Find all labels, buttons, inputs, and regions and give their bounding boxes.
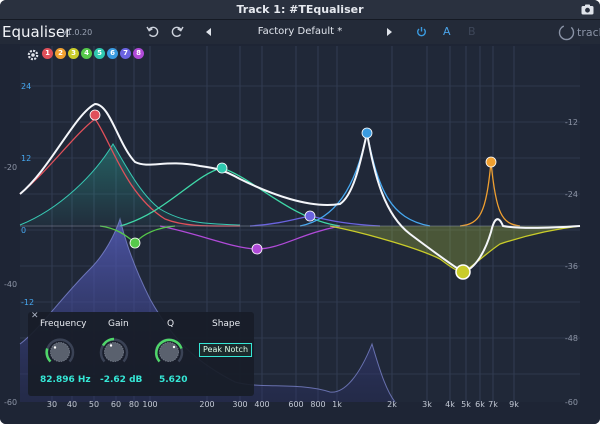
gear-icon[interactable] (26, 48, 40, 62)
gain-axis-label: -12 (21, 298, 34, 307)
frequency-axis-label: 400 (254, 400, 269, 409)
gain-axis-label: 12 (21, 154, 31, 163)
axis-labels: 24 12 0 -12 -20 -40 -60 -12 -24 -36 -48 -60 30 40 50 60… (4, 82, 578, 409)
preset-prev-icon[interactable] (205, 28, 212, 36)
frequency-axis-label: 200 (199, 400, 214, 409)
plugin-name: Equaliser (2, 23, 72, 41)
close-icon[interactable]: ✕ (31, 311, 39, 321)
redo-icon[interactable] (171, 25, 184, 38)
band-selector-6[interactable]: 6 (107, 48, 118, 59)
frequency-axis-label: 600 (288, 400, 303, 409)
frequency-axis-label: 30 (47, 400, 57, 409)
spectrum-axis-label: -60 (4, 398, 17, 407)
band-3-fill (330, 226, 580, 272)
frequency-axis-label: 100 (142, 400, 157, 409)
frequency-axis-label: 4k (445, 400, 455, 409)
power-icon[interactable] (416, 26, 427, 37)
preset-next-icon[interactable] (386, 28, 393, 36)
shape-select[interactable]: Peak Notch (199, 343, 253, 357)
frequency-axis-label: 2k (387, 400, 397, 409)
spectrum-axis-label: -20 (4, 163, 17, 172)
band-selector-8[interactable]: 8 (133, 48, 144, 59)
spectrum-axis-label: -40 (4, 280, 17, 289)
frequency-axis-label: 60 (111, 400, 121, 409)
q-label: Q (167, 319, 175, 329)
ab-a-button[interactable]: A (443, 25, 451, 38)
band-node-5[interactable] (216, 162, 228, 174)
frequency-axis-label: 7k (488, 400, 498, 409)
frequency-axis-label: 50 (89, 400, 99, 409)
band-node-1[interactable] (89, 109, 101, 121)
plugin-version: v1.0.20 (62, 28, 93, 37)
band-5-curve (19, 143, 241, 226)
preset-name[interactable]: Factory Default * (257, 26, 343, 37)
frequency-axis-label: 5k (461, 400, 471, 409)
band-node-3-selected[interactable] (455, 264, 471, 280)
frequency-axis-label: 800 (310, 400, 325, 409)
right-axis-label: -48 (565, 334, 578, 343)
frequency-axis-label: 300 (232, 400, 247, 409)
band-settings-panel: ✕ Frequency Gain Q Shape Peak Notch 82.8… (28, 311, 254, 396)
brand-name: track (577, 26, 600, 39)
frequency-axis-label: 3k (422, 400, 432, 409)
band-selector-5[interactable]: 5 (94, 48, 105, 59)
frequency-axis-label: 1k (332, 400, 342, 409)
frequency-axis-label: 40 (67, 400, 77, 409)
frequency-value[interactable]: 82.896 Hz (40, 375, 91, 385)
shape-label: Shape (212, 319, 241, 329)
master-response-curve (19, 102, 581, 274)
band-1-curve (19, 118, 241, 227)
frequency-knob[interactable] (44, 336, 76, 368)
band-node-2[interactable] (485, 156, 497, 168)
gain-axis-label: 0 (21, 226, 26, 235)
right-axis-label: -36 (565, 262, 578, 271)
band-nodes[interactable] (89, 109, 497, 280)
undo-icon[interactable] (146, 25, 159, 38)
title-bar: Track 1: #TEqualiser (0, 0, 600, 20)
right-axis-label: -24 (565, 190, 578, 199)
toolbar: Equaliser v1.0.20 Factory Default * A B … (0, 20, 600, 44)
right-axis-label: -12 (565, 118, 578, 127)
frequency-axis-label: 9k (509, 400, 519, 409)
gain-value[interactable]: -2.62 dB (100, 375, 143, 385)
band-selector-1[interactable]: 1 (42, 48, 53, 59)
q-knob[interactable] (153, 336, 185, 368)
right-axis-label: -60 (565, 398, 578, 407)
ab-b-button[interactable]: B (468, 25, 476, 38)
band-5-fill (20, 144, 240, 225)
gain-knob[interactable] (98, 336, 130, 368)
frequency-axis-label: 6k (475, 400, 485, 409)
brand-logo-icon (558, 24, 575, 41)
gain-label: Gain (108, 319, 129, 329)
frequency-label: Frequency (40, 319, 87, 329)
band-selector-4[interactable]: 4 (81, 48, 92, 59)
band-selector-3[interactable]: 3 (68, 48, 79, 59)
band-node-8[interactable] (251, 243, 263, 255)
band-node-7[interactable] (304, 210, 316, 222)
gain-axis-label: 24 (21, 82, 31, 91)
band-node-6[interactable] (361, 127, 373, 139)
band-node-4[interactable] (129, 237, 141, 249)
frequency-axis-label: 80 (129, 400, 139, 409)
band-selector-2[interactable]: 2 (55, 48, 66, 59)
q-value[interactable]: 5.620 (159, 375, 188, 385)
band-selector-7[interactable]: 7 (120, 48, 131, 59)
window-title: Track 1: #TEqualiser (236, 3, 364, 16)
camera-icon[interactable] (581, 4, 594, 15)
